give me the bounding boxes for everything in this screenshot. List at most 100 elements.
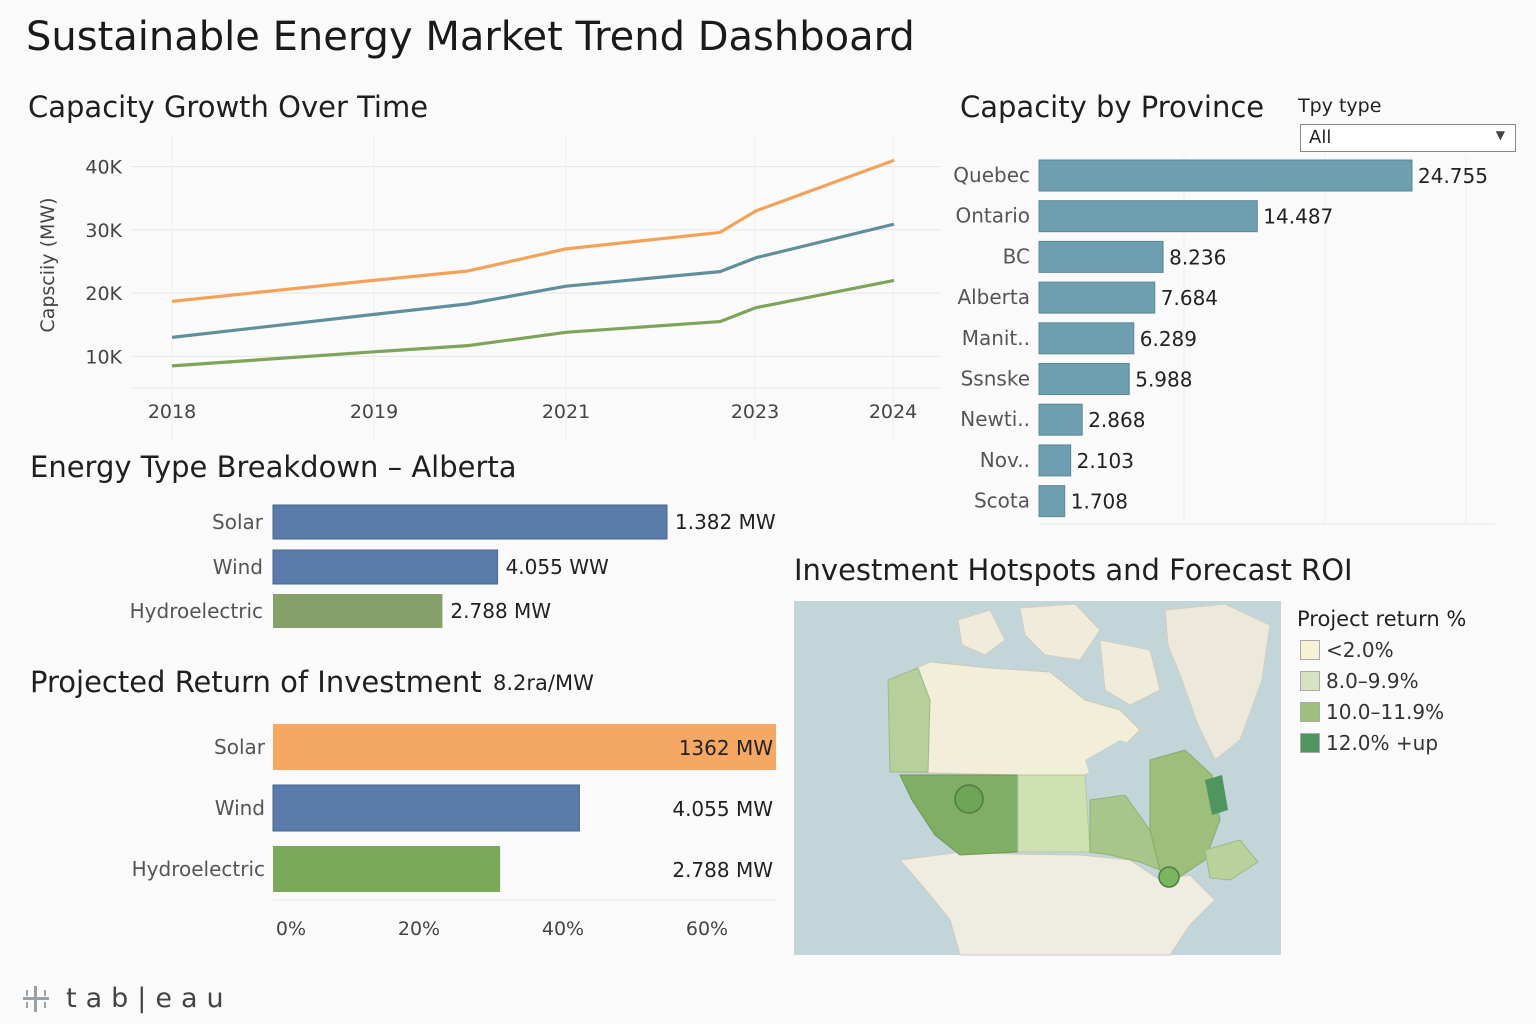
dashboard-title: Sustainable Energy Market Trend Dashboar… xyxy=(26,14,915,60)
province-label: Manit.. xyxy=(962,326,1030,350)
province-bar xyxy=(1038,403,1083,436)
breakdown-value-label: 2.788 MW xyxy=(450,599,551,623)
province-value-label: 14.487 xyxy=(1263,205,1333,229)
map-yukon xyxy=(887,667,931,773)
province-value-label: 7.684 xyxy=(1161,286,1218,310)
x-tick-label: 2019 xyxy=(350,401,398,423)
roi-unit: 8.2ra/MW xyxy=(493,671,594,695)
roi-bar xyxy=(273,846,501,892)
x-tick-label: 60% xyxy=(686,918,728,940)
x-tick-label: 2021 xyxy=(542,401,590,423)
y-tick-label: 10K xyxy=(85,346,122,368)
legend-label: 8.0–9.9% xyxy=(1326,669,1419,693)
map-atlantic xyxy=(1204,839,1259,881)
map-ontario xyxy=(1089,794,1161,871)
roi-label: Solar xyxy=(214,735,266,759)
x-tick-label: 0% xyxy=(276,918,306,940)
roi-value-label: 1362 MW xyxy=(679,736,774,760)
map-hudson-bay xyxy=(1085,740,1150,795)
roi-value-label: 2.788 MW xyxy=(672,858,773,882)
roi-title: Projected Return of Investment xyxy=(30,665,482,699)
province-value-label: 1.708 xyxy=(1071,490,1128,514)
x-tick-label: 2018 xyxy=(148,401,196,423)
province-value-label: 5.988 xyxy=(1135,368,1192,392)
tableau-brand-text: tab|eau xyxy=(66,983,233,1014)
map-legend-item[interactable]: <2.0% xyxy=(1300,639,1394,663)
map-title: Investment Hotspots and Forecast ROI xyxy=(794,553,1353,587)
map-quebec xyxy=(1149,749,1221,881)
legend-swatch xyxy=(1300,702,1320,722)
roi-bar xyxy=(273,724,776,770)
province-bar xyxy=(1038,159,1413,192)
x-tick-label: 20% xyxy=(398,918,440,940)
series-line xyxy=(171,278,895,368)
tableau-logo-icon xyxy=(23,986,49,1012)
province-bar xyxy=(1038,281,1156,314)
map-legend-item[interactable]: 12.0% +up xyxy=(1300,732,1438,756)
series-line xyxy=(171,158,895,303)
map-prairies xyxy=(1017,774,1091,853)
map-arctic-island-3 xyxy=(1099,639,1161,706)
province-value-label: 6.289 xyxy=(1140,327,1197,351)
province-bar xyxy=(1038,240,1164,273)
roi-value-label: 4.055 MW xyxy=(672,797,773,821)
breakdown-label: Hydroelectric xyxy=(130,599,263,623)
type-filter-dropdown[interactable]: All ▼ xyxy=(1300,124,1516,152)
province-label: Newti.. xyxy=(960,407,1030,431)
legend-swatch xyxy=(1300,733,1320,753)
energy-breakdown-title: Energy Type Breakdown – Alberta xyxy=(30,450,517,484)
province-label: BC xyxy=(1003,244,1030,268)
x-tick-label: 2024 xyxy=(869,401,917,423)
province-label: Scota xyxy=(974,489,1030,513)
breakdown-bar xyxy=(273,594,443,628)
legend-swatch xyxy=(1300,671,1320,691)
breakdown-label: Wind xyxy=(213,555,263,579)
legend-label: <2.0% xyxy=(1326,638,1394,662)
province-label: Alberta xyxy=(957,285,1030,309)
breakdown-label: Solar xyxy=(212,510,264,534)
breakdown-bar xyxy=(272,504,668,540)
map-usa xyxy=(899,851,1216,956)
map-legend-item[interactable]: 10.0–11.9% xyxy=(1300,701,1444,725)
legend-label: 12.0% +up xyxy=(1326,731,1439,755)
province-bar xyxy=(1038,363,1130,395)
chevron-down-icon: ▼ xyxy=(1495,128,1505,142)
series-line xyxy=(171,222,895,339)
province-label: Ontario xyxy=(955,204,1030,228)
y-tick-label: 40K xyxy=(85,157,122,179)
breakdown-value-label: 1.382 MW xyxy=(675,510,776,534)
roi-bar xyxy=(272,784,580,832)
map-labrador-hotspot xyxy=(1205,775,1228,815)
roi-label: Wind xyxy=(215,796,265,820)
map-hotspot-marker-quebec[interactable] xyxy=(1158,866,1180,888)
y-tick-label: 20K xyxy=(85,283,122,305)
province-value-label: 2.868 xyxy=(1088,408,1145,432)
y-axis-title: Capsciiy (MW) xyxy=(37,197,59,332)
map-legend-item[interactable]: 8.0–9.9% xyxy=(1300,670,1419,694)
y-tick-label: 30K xyxy=(85,220,122,242)
map-hotspot-marker-alberta[interactable] xyxy=(954,784,984,814)
map-greenland xyxy=(1164,603,1271,761)
province-label: Ssnske xyxy=(961,367,1030,391)
legend-label: 10.0–11.9% xyxy=(1326,700,1445,724)
breakdown-value-label: 4.055 WW xyxy=(506,555,609,579)
province-bar xyxy=(1038,322,1135,355)
province-label: Nov.. xyxy=(980,448,1030,472)
map-legend-title: Project return % xyxy=(1297,607,1467,631)
province-label: Quebec xyxy=(953,163,1030,187)
province-bar xyxy=(1038,444,1072,477)
legend-swatch xyxy=(1300,640,1320,660)
province-bar xyxy=(1038,200,1258,233)
map-arctic-island-2 xyxy=(1019,603,1101,661)
type-filter-label: Tpy type xyxy=(1298,95,1382,117)
roi-label: Hydroelectric xyxy=(132,857,265,881)
province-value-label: 2.103 xyxy=(1077,449,1134,473)
province-value-label: 24.755 xyxy=(1418,164,1488,188)
x-tick-label: 40% xyxy=(542,918,584,940)
province-bar xyxy=(1038,485,1066,518)
